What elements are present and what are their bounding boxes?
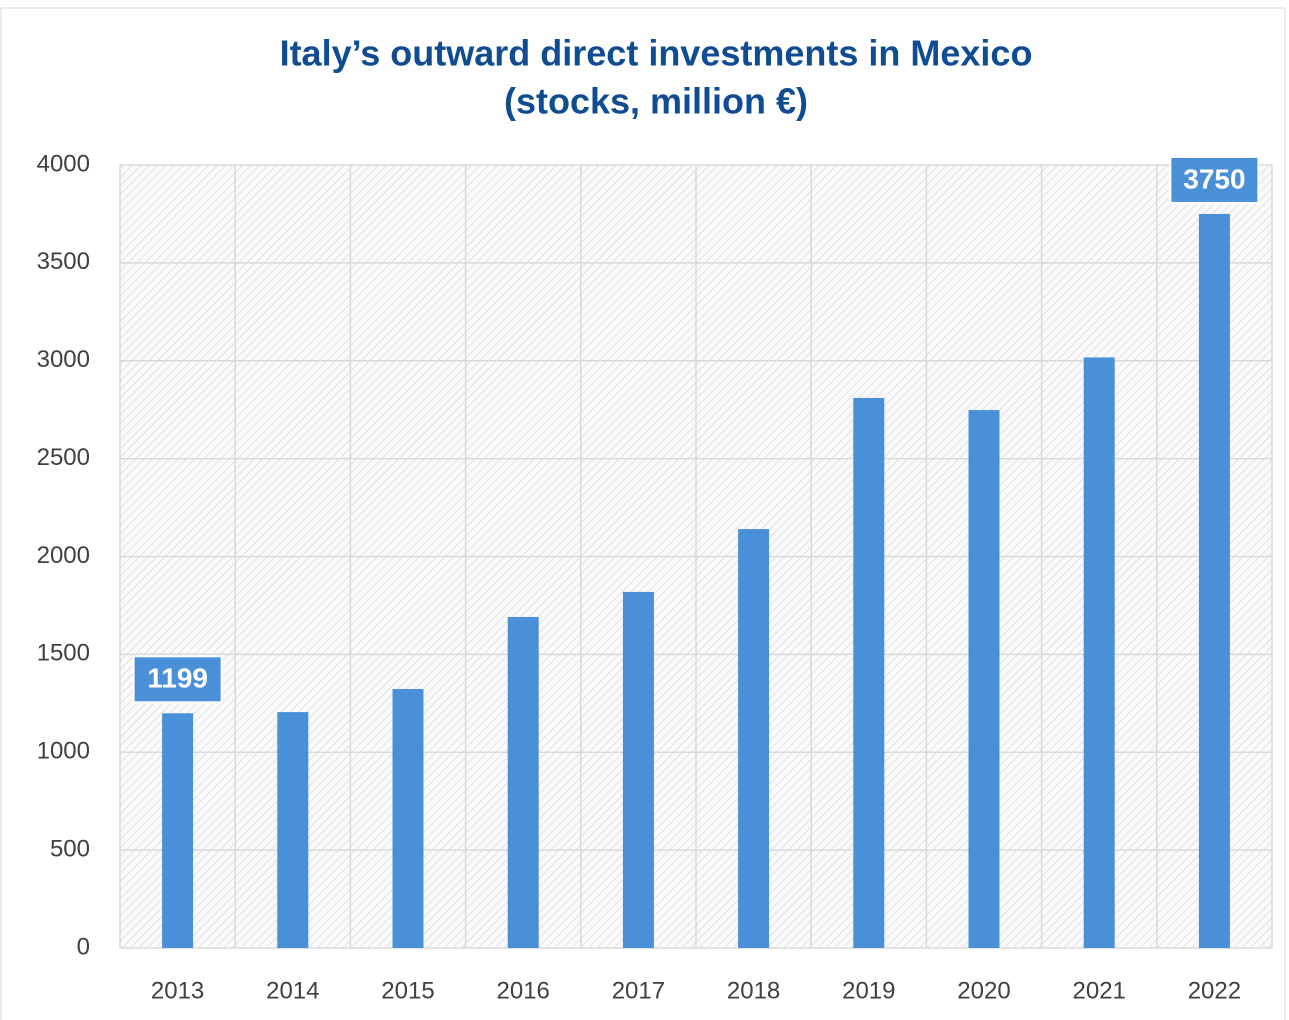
- bar: [162, 713, 194, 948]
- bar: [507, 616, 539, 948]
- x-tick-label: 2022: [1188, 977, 1241, 1004]
- value-label: 3750: [1183, 163, 1245, 194]
- y-tick-label: 2000: [37, 542, 90, 569]
- y-tick-label: 3000: [37, 346, 90, 373]
- y-tick-label: 1500: [37, 640, 90, 667]
- x-tick-label: 2016: [497, 977, 550, 1004]
- value-label-box: [1169, 155, 1260, 204]
- bar: [622, 591, 654, 948]
- bar: [1198, 213, 1230, 948]
- bar: [392, 689, 424, 948]
- y-tick-label: 2500: [37, 444, 90, 471]
- y-tick-label: 0: [77, 933, 90, 960]
- bar: [968, 410, 1000, 949]
- value-label-box: [132, 655, 223, 704]
- y-tick-label: 3500: [37, 248, 90, 275]
- bar: [738, 529, 770, 948]
- x-tick-label: 2017: [612, 977, 665, 1004]
- chart-title: (stocks, million €): [504, 81, 808, 122]
- x-tick-label: 2013: [151, 977, 204, 1004]
- x-tick-label: 2018: [727, 977, 780, 1004]
- value-label: 1199: [147, 663, 208, 694]
- x-tick-label: 2015: [381, 977, 434, 1004]
- y-tick-label: 4000: [37, 150, 90, 177]
- y-tick-label: 1000: [37, 738, 90, 765]
- y-tick-label: 500: [50, 835, 90, 862]
- bar: [853, 397, 885, 948]
- chart-title: Italy’s outward direct investments in Me…: [280, 33, 1033, 74]
- x-tick-label: 2021: [1073, 977, 1126, 1004]
- x-tick-label: 2019: [842, 977, 895, 1004]
- chart-frame: [0, 7, 1286, 1020]
- x-tick-label: 2014: [266, 977, 319, 1004]
- x-tick-label: 2020: [957, 977, 1010, 1004]
- bar: [277, 712, 309, 948]
- bar: [1083, 357, 1115, 948]
